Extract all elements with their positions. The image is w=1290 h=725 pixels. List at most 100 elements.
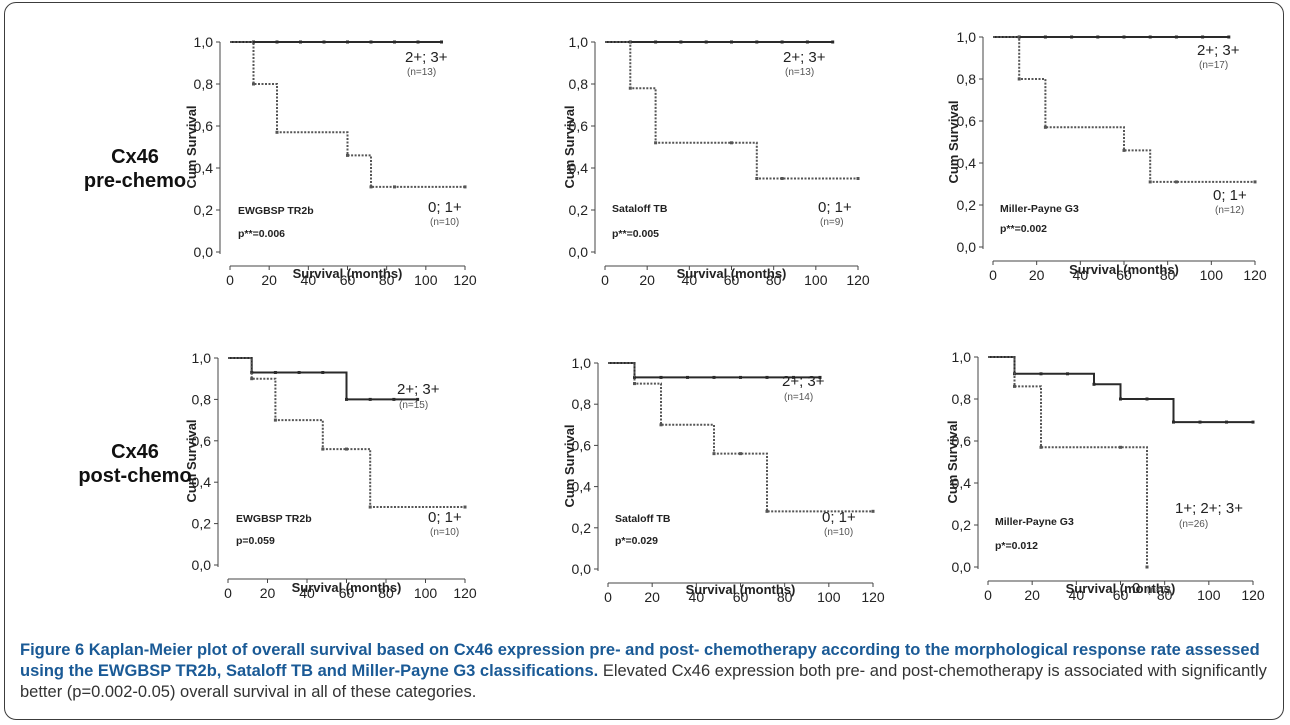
panel-5-series-1-censor-mark [686, 375, 689, 379]
panel-3-series-1-censor-mark [1043, 35, 1047, 39]
panel-3-x-title: Survival (months) [1069, 262, 1179, 277]
panel-1-xtick-label: 60 [340, 272, 356, 288]
panel-2-series-2-curve [605, 41, 858, 180]
panel-1-ytick-label: 0,6 [194, 118, 214, 134]
panel-2-series-1-censor-mark [831, 40, 835, 44]
panel-3-xtick-label: 20 [1029, 267, 1045, 283]
caption-body: Elevated Cx46 expression both pre- and p… [20, 662, 1267, 701]
panel-6-classification: Miller-Payne G3 [995, 516, 1074, 528]
panel-6-series-1-censor-mark [1119, 397, 1122, 401]
panel-6-ytick-label: 0,2 [952, 517, 972, 533]
panel-1-series-2-censor-mark [393, 185, 396, 189]
panel-3-series-1-label: 2+; 3+ [1197, 42, 1240, 59]
panel-4-xtick-label: 80 [378, 585, 394, 601]
row-label-pre-chemo: Cx46 pre-chemo [60, 145, 210, 193]
panel-6-series-2-censor-mark [1119, 445, 1122, 449]
panel-2-xtick-label: 20 [639, 272, 655, 288]
panel-4-series-2-censor-mark [345, 447, 348, 451]
panel-4-ytick-label: 0,0 [192, 557, 212, 573]
panel-2-ytick-label: 0,8 [569, 76, 589, 92]
panel-2-series-2-censor-mark [628, 86, 632, 90]
panel-6-series-2-censor-mark [1039, 445, 1043, 449]
panel-5-series-1-label: 2+; 3+ [782, 373, 825, 390]
panel-6-series-1-censor-mark [1198, 420, 1202, 424]
panel-5-xtick-label: 60 [733, 589, 749, 605]
panel-4-series-1-censor-mark [368, 397, 372, 401]
panel-1-series-1-censor-mark [275, 40, 279, 44]
panel-4-series-1-censor-mark [345, 397, 348, 401]
panel-4-series-1-censor-mark [321, 370, 325, 374]
panel-3-series-1-censor-mark [1148, 35, 1152, 39]
panel-1-series-2-censor-mark [346, 153, 349, 157]
panel-6-xtick-label: 60 [1113, 587, 1129, 603]
panel-2-y-title: Cum Survival [562, 105, 577, 188]
panel-2-xtick-label: 40 [682, 272, 698, 288]
panel-2-classification: Sataloff TB [612, 203, 668, 215]
panel-6-series-1-censor-mark [1039, 372, 1043, 376]
panel-3-series-2-censor-mark [1174, 180, 1178, 184]
panel-1-ytick-label: 0,0 [194, 244, 214, 260]
panel-1-xtick-label: 120 [453, 272, 477, 288]
panel-6-y-title: Cum Survival [945, 420, 960, 503]
panel-2-series-1-censor-mark [679, 40, 683, 44]
panel-5-pvalue: p*=0.029 [615, 535, 658, 547]
panel-3-series-1-censor-mark [1122, 35, 1126, 39]
panel-5-series-1-curve [608, 362, 820, 379]
panel-4-classification: EWGBSP TR2b [236, 513, 312, 525]
panel-3-series-1-censor-mark [1096, 35, 1100, 39]
figure-caption: Figure 6 Kaplan-Meier plot of overall su… [20, 640, 1270, 703]
panel-3-xtick-label: 120 [1243, 267, 1267, 283]
panel-6-xtick-label: 0 [984, 587, 992, 603]
caption-lead: Figure 6 Kaplan-Meier plot of overall su… [20, 641, 1260, 680]
panel-2-xtick-label: 100 [804, 272, 828, 288]
panel-1-x-title: Survival (months) [293, 266, 403, 281]
panel-3-ytick-label: 0,0 [957, 239, 977, 255]
panel-1-xtick-label: 0 [226, 272, 234, 288]
panel-5-ytick-label: 0,2 [572, 520, 592, 536]
panel-3-xtick-label: 80 [1160, 267, 1176, 283]
panel-5-series-1-censor-mark [633, 375, 636, 379]
panel-3-series-2-censor-mark [1253, 180, 1257, 184]
panel-4-xtick-label: 120 [453, 585, 477, 601]
panel-3-series-1-censor-mark [1174, 35, 1178, 39]
panel-5-series-1-censor-mark [739, 375, 742, 379]
panel-1-series-1-censor-mark [322, 40, 326, 44]
panel-1-series-1-censor-mark [393, 40, 396, 44]
panel-3-series-2-curve [993, 36, 1255, 183]
panel-2-series-1-censor-mark [730, 40, 733, 44]
panel-3-xtick-label: 40 [1073, 267, 1089, 283]
panel-3-series-2-label: 0; 1+ [1213, 187, 1247, 204]
panel-2-xtick-label: 60 [724, 272, 740, 288]
panel-6-series-2-censor-mark [1145, 565, 1149, 569]
panel-6-xtick-label: 100 [1197, 587, 1221, 603]
panel-1-series-2-censor-mark [275, 130, 279, 134]
panel-5-ytick-label: 0,8 [572, 396, 592, 412]
panel-6-xtick-label: 120 [1241, 587, 1265, 603]
panel-1-series-1-censor-mark [369, 40, 373, 44]
panel-4-series-1-censor-mark [273, 370, 277, 374]
panel-4-series-1-censor-mark [416, 397, 420, 401]
panel-4-ytick-label: 0,4 [192, 474, 212, 490]
panel-4-series-1-label: 2+; 3+ [397, 381, 440, 398]
panel-4-xtick-label: 20 [260, 585, 276, 601]
panel-1-series-2-censor-mark [463, 185, 467, 189]
panel-2-series-1-n: (n=13) [785, 67, 814, 78]
panel-5-series-2-censor-mark [871, 509, 875, 513]
panel-4-series-1-censor-mark [392, 397, 396, 401]
panel-6-series-2-n: (n=7) [1147, 585, 1171, 596]
panel-4-series-2-censor-mark [321, 447, 325, 451]
panel-5-xtick-label: 20 [644, 589, 660, 605]
panel-6-series-1-censor-mark [1251, 420, 1255, 424]
panel-5-series-2-curve [608, 362, 873, 513]
panel-3-xtick-label: 60 [1116, 267, 1132, 283]
panel-4-x-title: Survival (months) [292, 580, 402, 595]
panel-6-series-1-censor-mark [1172, 420, 1175, 424]
panel-2-series-1-label: 2+; 3+ [783, 49, 826, 66]
panel-6-series-1-censor-mark [1066, 372, 1069, 376]
panel-6-xtick-label: 80 [1157, 587, 1173, 603]
panel-6-ytick-label: 0,0 [952, 559, 972, 575]
panel-1-series-1-censor-mark [346, 40, 349, 44]
panel-1-classification: EWGBSP TR2b [238, 205, 314, 217]
panel-1-series-2-censor-mark [369, 185, 373, 189]
panel-2-series-2-label: 0; 1+ [818, 199, 852, 216]
